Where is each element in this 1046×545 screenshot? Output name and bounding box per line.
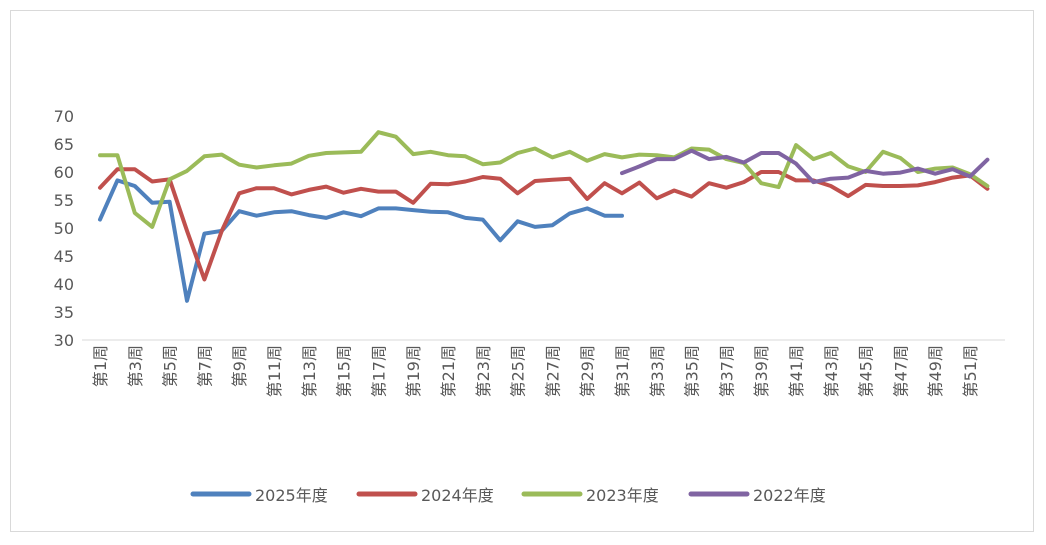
x-tick-label: 第45周 [857,345,876,397]
x-tick-label: 第31周 [613,345,632,397]
x-tick-label: 第25周 [509,345,528,397]
x-tick-label: 第27周 [543,345,562,397]
x-tick-label: 第15周 [335,345,354,397]
y-tick-label: 30 [54,331,74,350]
y-tick-label: 40 [54,275,74,294]
x-tick-label: 第17周 [369,345,388,397]
y-tick-label: 60 [54,163,74,182]
series-line-2024年度 [98,167,990,282]
y-tick-label: 65 [54,135,74,154]
x-tick-label: 第9周 [230,345,249,387]
x-tick-label: 第1周 [91,345,110,387]
series-line-2025年度 [98,178,624,303]
y-axis: 30 35 40 45 50 55 60 65 70 [54,107,74,350]
x-tick-label: 第13周 [300,345,319,397]
legend-label: 2025年度 [255,486,328,505]
y-tick-label: 45 [54,247,74,266]
legend-item: 2025年度 [190,486,328,505]
y-tick-label: 50 [54,219,74,238]
x-tick-label: 第47周 [891,345,910,397]
x-tick-label: 第43周 [822,345,841,397]
x-axis: 第1周 第3周 第5周 第7周 第9周 第11周 第13周 第15周 第17周 第19周 第21周第… [82,339,1005,397]
x-tick-label: 第7周 [195,345,214,387]
x-tick-label: 第21周 [439,345,458,397]
x-tick-label: 第33周 [648,345,667,397]
x-tick-label: 第29周 [578,345,597,397]
legend-item: 2023年度 [521,486,659,505]
legend-item: 2022年度 [688,486,826,505]
x-tick-label: 第23周 [474,345,493,397]
x-tick-label: 第19周 [404,345,423,397]
legend-label: 2023年度 [586,486,659,505]
y-tick-label: 70 [54,107,74,126]
series-line-2022年度 [620,148,990,185]
x-tick-label: 第11周 [265,345,284,397]
x-tick-label: 第37周 [717,345,736,397]
y-tick-label: 35 [54,303,74,322]
series-line-2023年度 [98,130,990,229]
legend: 2025年度 2024年度 2023年度 2022年度 [190,486,826,505]
series-layer [98,130,990,303]
x-tick-label: 第41周 [787,345,806,397]
x-tick-label: 第49周 [926,345,945,397]
x-tick-label: 第51周 [961,345,980,397]
x-tick-label: 第5周 [161,345,180,387]
x-tick-label: 第35周 [683,345,702,397]
y-tick-label: 55 [54,191,74,210]
x-tick-label: 第39周 [752,345,771,397]
x-tick-label: 第3周 [126,345,145,387]
legend-label: 2024年度 [421,486,494,505]
legend-label: 2022年度 [753,486,826,505]
legend-item: 2024年度 [356,486,494,505]
